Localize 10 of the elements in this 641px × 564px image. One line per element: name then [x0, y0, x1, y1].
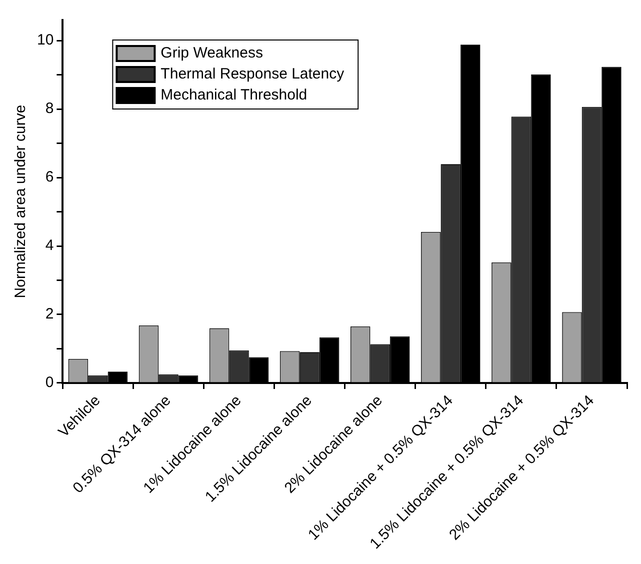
y-tick-label: 6: [45, 168, 54, 186]
legend-label: Grip Weakness: [160, 44, 263, 62]
y-tick-label: 0: [45, 374, 54, 392]
legend-label: Thermal Response Latency: [160, 66, 345, 83]
y-axis-title: Normalized area under curve: [12, 104, 30, 298]
legend-label: Mechanical Threshold: [160, 86, 308, 104]
y-tick-label: 2: [45, 306, 54, 323]
y-tick-label: 10: [36, 32, 54, 49]
y-tick-label: 8: [45, 100, 54, 118]
y-tick-label: 4: [45, 237, 54, 254]
